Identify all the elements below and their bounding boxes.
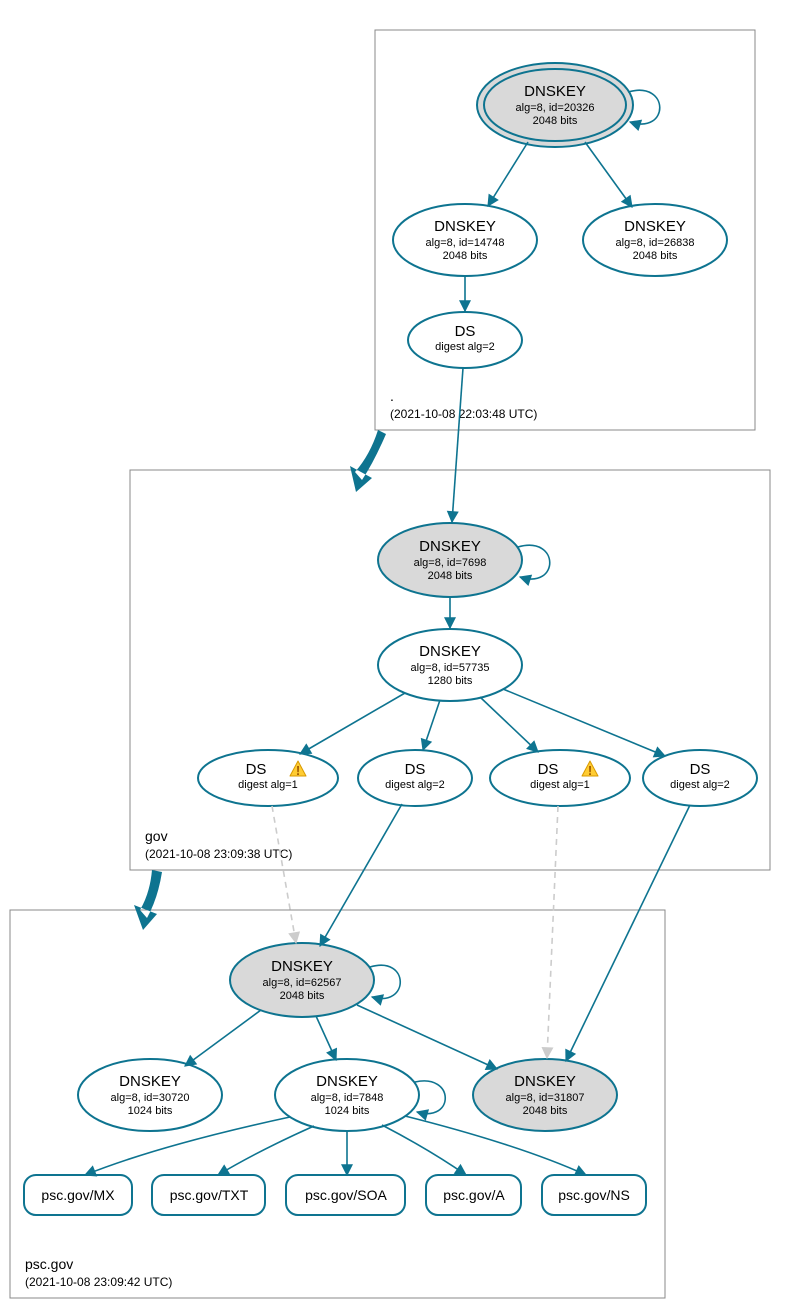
svg-text:1024 bits: 1024 bits xyxy=(128,1105,173,1117)
edge-govds2-to-pscksk xyxy=(320,804,402,946)
edge-govzsk-to-ds2 xyxy=(423,700,440,750)
dnssec-chain-diagram: . (2021-10-08 22:03:48 UTC) gov (2021-10… xyxy=(0,0,811,1299)
node-rr-mx: psc.gov/MX xyxy=(24,1175,132,1215)
svg-text:digest alg=1: digest alg=1 xyxy=(238,779,298,791)
svg-text:1024 bits: 1024 bits xyxy=(325,1105,370,1117)
zone-gov-timestamp: (2021-10-08 23:09:38 UTC) xyxy=(145,847,292,861)
svg-text:DNSKEY: DNSKEY xyxy=(514,1073,576,1090)
svg-text:2048 bits: 2048 bits xyxy=(523,1105,568,1117)
svg-text:alg=8, id=62567: alg=8, id=62567 xyxy=(263,977,342,989)
svg-text:alg=8, id=14748: alg=8, id=14748 xyxy=(426,237,505,249)
node-psc-zsk2: DNSKEY alg=8, id=7848 1024 bits xyxy=(275,1059,419,1131)
node-root-ds: DS digest alg=2 xyxy=(408,312,522,368)
node-gov-ds1: DS digest alg=1 ! xyxy=(198,750,338,806)
svg-text:DNSKEY: DNSKEY xyxy=(419,643,481,660)
svg-text:2048 bits: 2048 bits xyxy=(533,115,578,127)
edge-govds3-to-pscksk2 xyxy=(547,806,558,1058)
edge-rootds-to-govksk xyxy=(452,368,463,522)
svg-text:2048 bits: 2048 bits xyxy=(280,990,325,1002)
zone-root-label: . xyxy=(390,388,394,404)
node-rr-txt: psc.gov/TXT xyxy=(152,1175,265,1215)
zone-arrow-root-to-gov xyxy=(350,430,386,492)
svg-text:alg=8, id=26838: alg=8, id=26838 xyxy=(616,237,695,249)
node-psc-zsk1: DNSKEY alg=8, id=30720 1024 bits xyxy=(78,1059,222,1131)
svg-text:DNSKEY: DNSKEY xyxy=(119,1073,181,1090)
node-gov-ksk: DNSKEY alg=8, id=7698 2048 bits xyxy=(378,523,522,597)
zone-gov-label: gov xyxy=(145,828,168,844)
edge-psczsk2-to-a xyxy=(382,1125,466,1175)
node-root-ksk: DNSKEY alg=8, id=20326 2048 bits xyxy=(477,63,633,147)
zone-psc-timestamp: (2021-10-08 23:09:42 UTC) xyxy=(25,1275,172,1289)
svg-text:alg=8, id=57735: alg=8, id=57735 xyxy=(411,662,490,674)
edge-govzsk-to-ds3 xyxy=(480,697,538,752)
zone-root-timestamp: (2021-10-08 22:03:48 UTC) xyxy=(390,407,537,421)
edge-rootksk-to-zsk1 xyxy=(488,142,528,206)
node-psc-ksk2: DNSKEY alg=8, id=31807 2048 bits xyxy=(473,1059,617,1131)
node-rr-soa: psc.gov/SOA xyxy=(286,1175,405,1215)
svg-text:alg=8, id=30720: alg=8, id=30720 xyxy=(111,1092,190,1104)
svg-text:alg=8, id=7698: alg=8, id=7698 xyxy=(414,557,487,569)
svg-text:DNSKEY: DNSKEY xyxy=(524,83,586,100)
svg-text:DS: DS xyxy=(538,761,559,778)
svg-text:2048 bits: 2048 bits xyxy=(428,570,473,582)
edge-govzsk-to-ds1 xyxy=(300,693,405,754)
edge-govds4-to-pscksk2 xyxy=(566,805,690,1061)
node-root-zsk1: DNSKEY alg=8, id=14748 2048 bits xyxy=(393,204,537,276)
edge-pscksk-to-ksk2 xyxy=(357,1005,497,1069)
svg-text:DNSKEY: DNSKEY xyxy=(271,958,333,975)
svg-text:DNSKEY: DNSKEY xyxy=(434,218,496,235)
svg-text:DS: DS xyxy=(455,323,476,340)
svg-text:alg=8, id=31807: alg=8, id=31807 xyxy=(506,1092,585,1104)
svg-text:alg=8, id=7848: alg=8, id=7848 xyxy=(311,1092,384,1104)
svg-text:DNSKEY: DNSKEY xyxy=(419,538,481,555)
svg-text:psc.gov/NS: psc.gov/NS xyxy=(558,1187,630,1203)
edge-govds1-to-pscksk xyxy=(272,806,296,943)
svg-text:DNSKEY: DNSKEY xyxy=(624,218,686,235)
edge-pscksk-to-zsk1 xyxy=(185,1010,261,1066)
svg-text:digest alg=2: digest alg=2 xyxy=(385,779,445,791)
svg-text:digest alg=2: digest alg=2 xyxy=(435,341,495,353)
svg-text:psc.gov/A: psc.gov/A xyxy=(443,1187,505,1203)
edge-rootksk-to-zsk2 xyxy=(585,142,632,207)
svg-text:psc.gov/SOA: psc.gov/SOA xyxy=(305,1187,387,1203)
svg-text:2048 bits: 2048 bits xyxy=(633,250,678,262)
node-rr-a: psc.gov/A xyxy=(426,1175,521,1215)
zone-psc-label: psc.gov xyxy=(25,1256,73,1272)
svg-text:digest alg=2: digest alg=2 xyxy=(670,779,730,791)
node-gov-zsk: DNSKEY alg=8, id=57735 1280 bits xyxy=(378,629,522,701)
node-gov-ds2: DS digest alg=2 xyxy=(358,750,472,806)
svg-text:psc.gov/TXT: psc.gov/TXT xyxy=(170,1187,249,1203)
svg-text:psc.gov/MX: psc.gov/MX xyxy=(41,1187,115,1203)
svg-text:!: ! xyxy=(296,763,300,778)
edge-govzsk-to-ds4 xyxy=(503,689,665,756)
node-gov-ds4: DS digest alg=2 xyxy=(643,750,757,806)
svg-text:DS: DS xyxy=(690,761,711,778)
edge-pscksk-to-zsk2 xyxy=(316,1016,336,1060)
node-root-zsk2: DNSKEY alg=8, id=26838 2048 bits xyxy=(583,204,727,276)
svg-text:2048 bits: 2048 bits xyxy=(443,250,488,262)
svg-text:alg=8, id=20326: alg=8, id=20326 xyxy=(516,102,595,114)
zone-arrow-gov-to-psc xyxy=(134,870,162,930)
svg-text:DS: DS xyxy=(405,761,426,778)
svg-text:DNSKEY: DNSKEY xyxy=(316,1073,378,1090)
svg-text:DS: DS xyxy=(246,761,267,778)
svg-text:1280 bits: 1280 bits xyxy=(428,675,473,687)
node-gov-ds3: DS digest alg=1 ! xyxy=(490,750,630,806)
edge-psczsk2-to-txt xyxy=(218,1126,314,1175)
svg-text:digest alg=1: digest alg=1 xyxy=(530,779,590,791)
node-psc-ksk: DNSKEY alg=8, id=62567 2048 bits xyxy=(230,943,374,1017)
svg-text:!: ! xyxy=(588,763,592,778)
node-rr-ns: psc.gov/NS xyxy=(542,1175,646,1215)
